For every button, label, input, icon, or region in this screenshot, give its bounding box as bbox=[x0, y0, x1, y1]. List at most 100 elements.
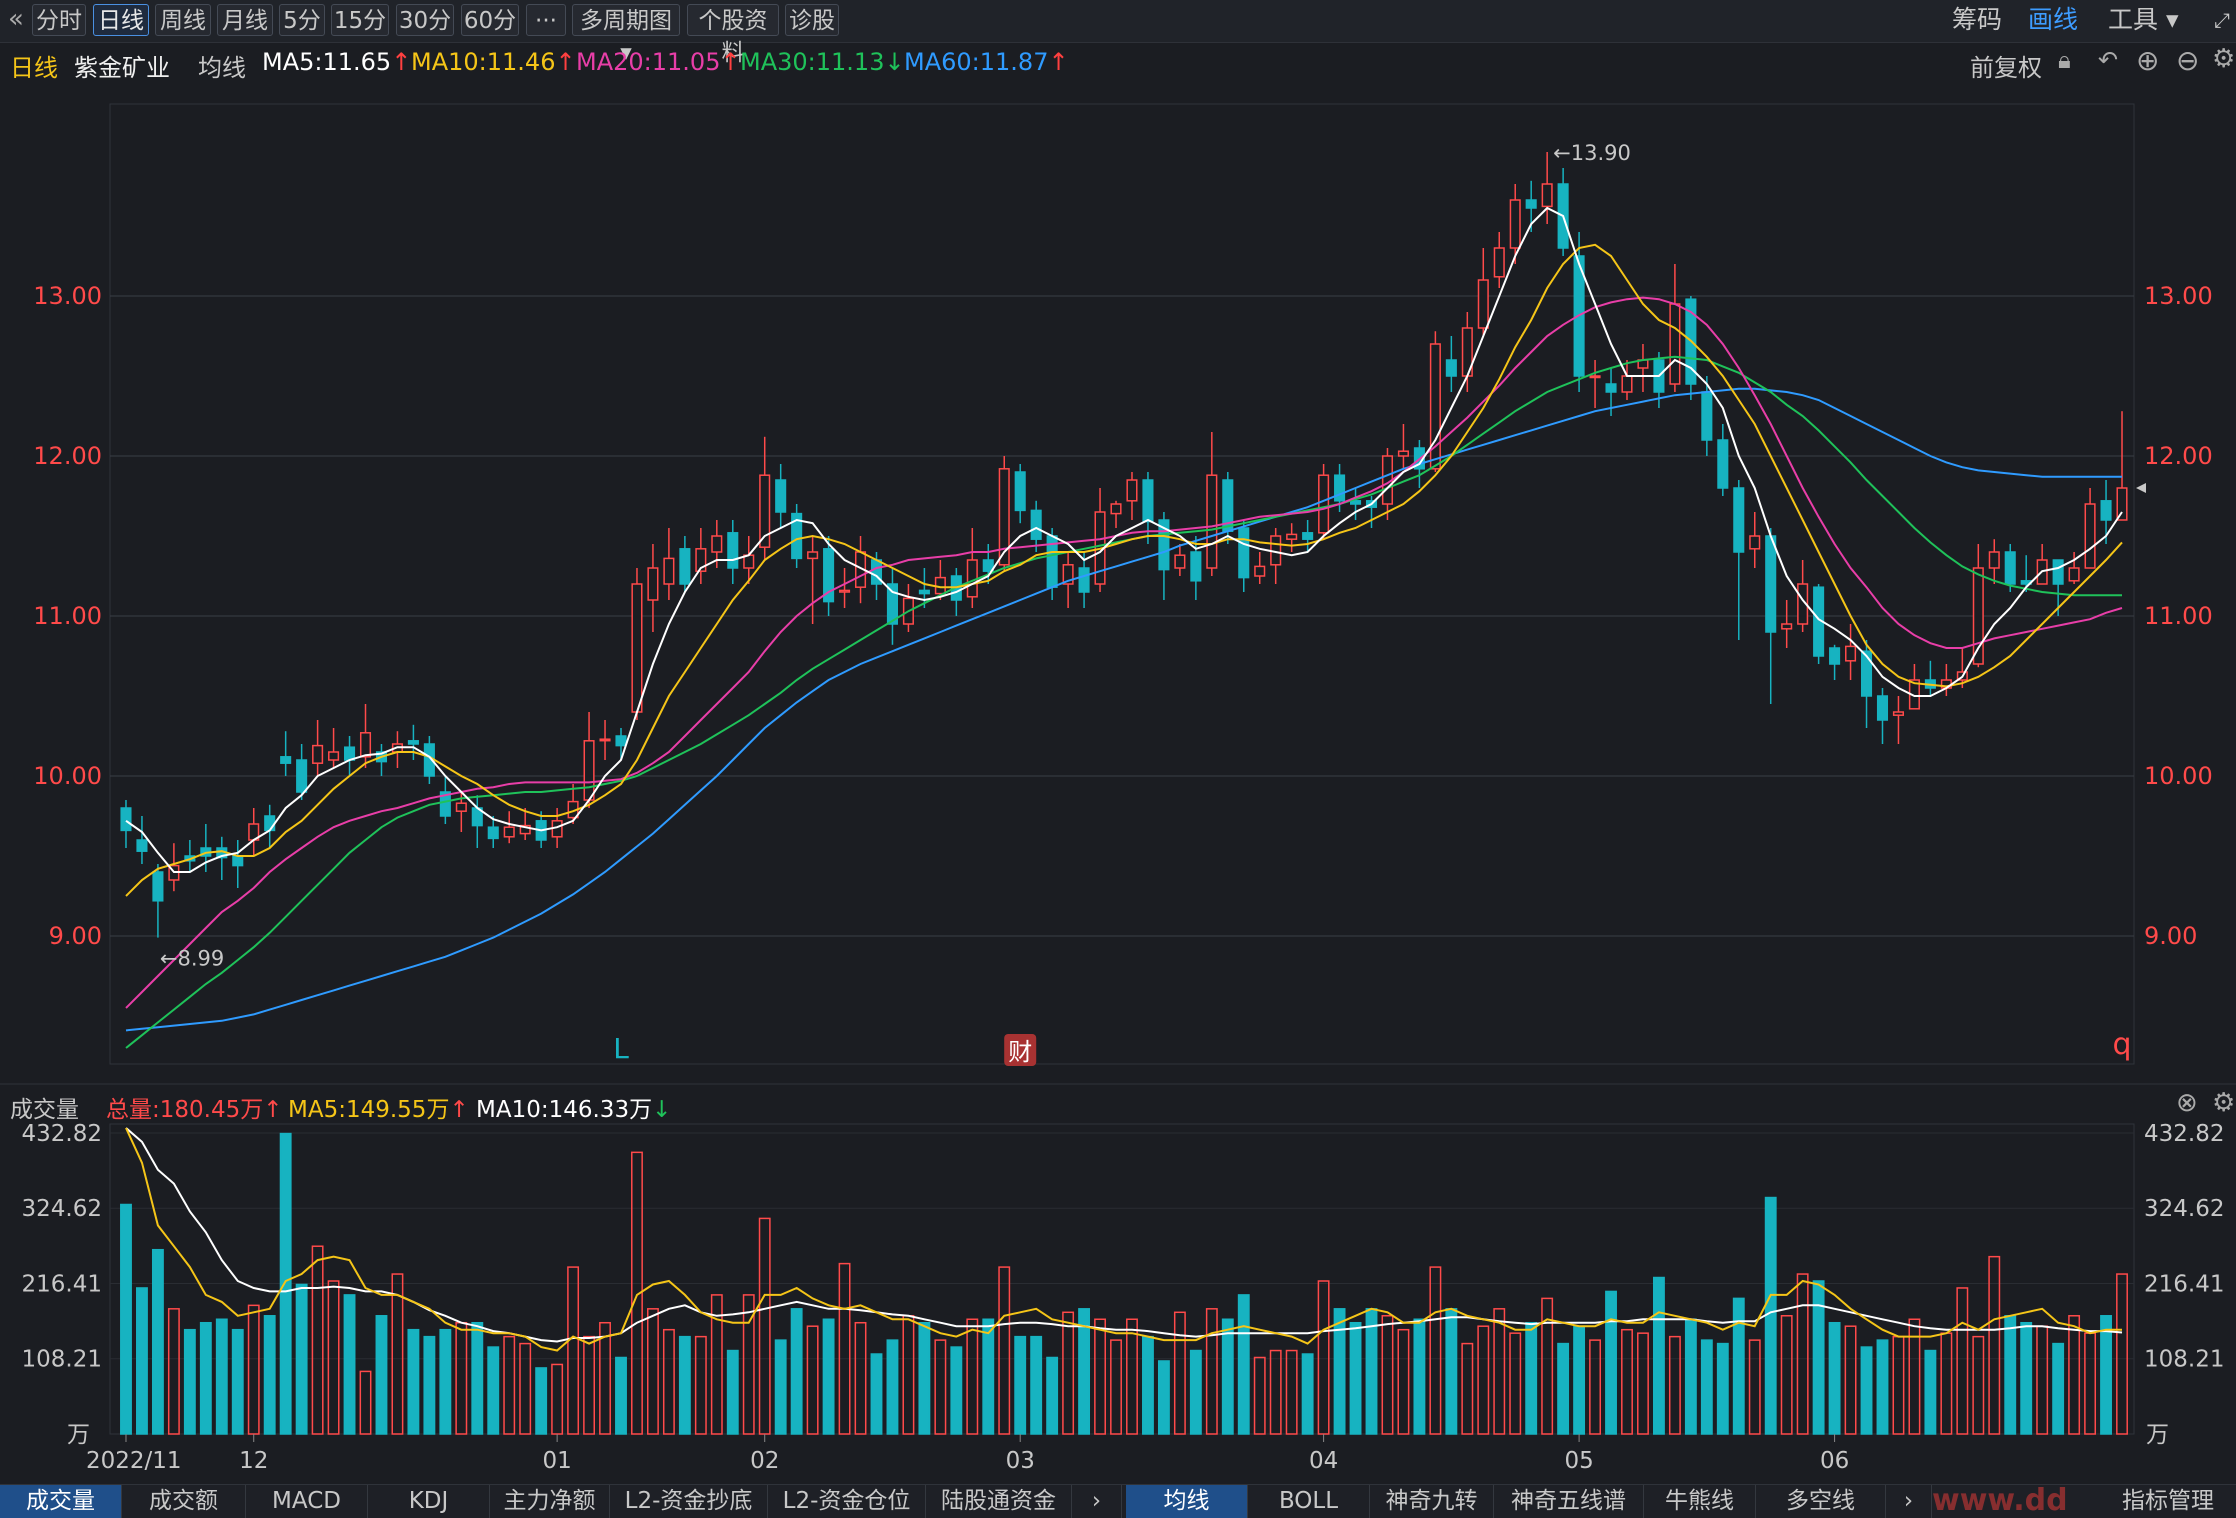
candle-body bbox=[455, 802, 467, 812]
price-panel-frame bbox=[109, 103, 2135, 1065]
volume-bar bbox=[1509, 1332, 1522, 1435]
settings-icon[interactable]: ⚙ bbox=[2212, 44, 2236, 74]
event-marker-finance-bg bbox=[1004, 1034, 1037, 1066]
candle-body bbox=[1190, 551, 1202, 582]
candle-body bbox=[1845, 645, 1857, 662]
diagnose-button[interactable]: 诊股 bbox=[785, 4, 839, 36]
ma-label[interactable]: 均线 bbox=[198, 54, 246, 82]
volume-total-arrow: ↑ bbox=[263, 1097, 283, 1123]
tab-scroll-right-icon[interactable]: › bbox=[1072, 1485, 1122, 1518]
volume-bar bbox=[231, 1328, 244, 1435]
tab-northbound[interactable]: 陆股通资金 bbox=[926, 1485, 1072, 1518]
tab-ma[interactable]: 均线 bbox=[1126, 1485, 1248, 1518]
volume-bar bbox=[1573, 1325, 1586, 1435]
volume-tick-right: 108.21 bbox=[2144, 1347, 2224, 1373]
tab-boll[interactable]: BOLL bbox=[1248, 1485, 1370, 1518]
volume-bar bbox=[1780, 1315, 1793, 1435]
ma10-value: MA10:11.46↑ bbox=[411, 48, 576, 76]
tab-bull-bear[interactable]: 牛熊线 bbox=[1644, 1485, 1756, 1518]
volume-bar bbox=[1621, 1328, 1633, 1435]
volume-bar bbox=[710, 1294, 723, 1435]
ma10-arrow: ↑ bbox=[555, 48, 576, 76]
volume-bar bbox=[1253, 1356, 1266, 1435]
back-icon[interactable]: « bbox=[8, 4, 24, 34]
volume-bar bbox=[535, 1367, 548, 1435]
volume-bar bbox=[1924, 1349, 1937, 1435]
candle-body bbox=[1349, 500, 1362, 505]
tab-15min[interactable]: 15分 bbox=[331, 4, 389, 36]
volume-settings-icon[interactable]: ⚙ bbox=[2212, 1088, 2236, 1118]
candle-body bbox=[1797, 583, 1809, 625]
volume-bar bbox=[870, 1353, 883, 1435]
undo-icon[interactable]: ↶ bbox=[2098, 46, 2119, 74]
candle-body bbox=[1397, 450, 1409, 457]
high-marker: ←13.90 bbox=[1553, 141, 1631, 165]
zoom-out-icon[interactable]: ⊖ bbox=[2176, 44, 2200, 77]
volume-bar bbox=[934, 1339, 947, 1435]
tab-5min[interactable]: 5分 bbox=[279, 4, 325, 36]
tab-macd[interactable]: MACD bbox=[246, 1485, 368, 1518]
tab-main-net[interactable]: 主力净额 bbox=[490, 1485, 610, 1518]
candle-body bbox=[807, 551, 819, 560]
stock-info-button[interactable]: 个股资料 bbox=[687, 4, 779, 66]
tab-scroll-right-icon-2[interactable]: › bbox=[1886, 1485, 1932, 1518]
volume-bar bbox=[902, 1315, 915, 1435]
volume-tick-right: 432.82 bbox=[2144, 1121, 2224, 1147]
tab-magic-nine[interactable]: 神奇九转 bbox=[1370, 1485, 1494, 1518]
volume-bar bbox=[1189, 1349, 1202, 1435]
volume-total-text: 总量:180.45万 bbox=[106, 1097, 264, 1123]
tab-volume[interactable]: 成交量 bbox=[0, 1485, 122, 1518]
volume-bar bbox=[1110, 1339, 1122, 1435]
multi-period-dropdown[interactable]: 多周期图 ▾ bbox=[572, 4, 680, 66]
volume-bar bbox=[215, 1318, 228, 1435]
close-icon[interactable]: ⊗ bbox=[2176, 1088, 2198, 1118]
tab-daily[interactable]: 日线 bbox=[93, 4, 149, 36]
event-marker-finance: 财 bbox=[1008, 1038, 1032, 1066]
tab-long-short[interactable]: 多空线 bbox=[1756, 1485, 1886, 1518]
candle-body bbox=[1765, 535, 1777, 633]
candle-body bbox=[359, 732, 372, 758]
candle-body bbox=[631, 583, 643, 713]
more-icon[interactable]: ··· bbox=[526, 4, 566, 36]
event-marker-q: q bbox=[2112, 1027, 2131, 1062]
tools-dropdown[interactable]: 工具 ▾ bbox=[2108, 5, 2179, 34]
ma30-value: MA30:11.13↓ bbox=[740, 48, 905, 76]
volume-bar bbox=[519, 1342, 532, 1435]
volume-bar bbox=[1094, 1318, 1106, 1435]
zoom-in-icon[interactable]: ⊕ bbox=[2136, 44, 2160, 77]
kline-chart[interactable]: 13.00 13.00 12.00 12.00 11.00 11.00 10.00 10.00… bbox=[0, 0, 2236, 1484]
candle-body bbox=[1749, 535, 1761, 550]
tab-l2-bottom[interactable]: L2-资金抄底 bbox=[610, 1485, 768, 1518]
volume-bar bbox=[1541, 1297, 1554, 1435]
tab-30min[interactable]: 30分 bbox=[396, 4, 454, 36]
volume-tick-right: 324.62 bbox=[2144, 1196, 2224, 1222]
fullscreen-icon[interactable]: ⤢ bbox=[2214, 8, 2230, 32]
tab-weekly[interactable]: 周线 bbox=[155, 4, 211, 36]
volume-bar bbox=[167, 1308, 180, 1435]
volume-bar bbox=[1525, 1321, 1538, 1435]
volume-bar bbox=[1493, 1308, 1506, 1435]
draw-line-button[interactable]: 画线 bbox=[2028, 5, 2079, 34]
adjust-dropdown[interactable]: 前复权 bbox=[1970, 54, 2042, 82]
tab-kdj[interactable]: KDJ bbox=[368, 1485, 490, 1518]
chip-distribution-button[interactable]: 筹码 bbox=[1952, 5, 2003, 34]
candle-body bbox=[1445, 359, 1457, 377]
tab-magic-five[interactable]: 神奇五线谱 bbox=[1494, 1485, 1644, 1518]
candle-body bbox=[1493, 247, 1505, 278]
indicator-manage-button[interactable]: 指标管理 bbox=[2122, 1488, 2214, 1514]
tab-turnover[interactable]: 成交额 bbox=[122, 1485, 246, 1518]
volume-label[interactable]: 成交量 bbox=[10, 1097, 79, 1123]
tab-monthly[interactable]: 月线 bbox=[217, 4, 273, 36]
stock-name[interactable]: 紫金矿业 bbox=[74, 54, 170, 82]
volume-bar bbox=[1237, 1294, 1250, 1435]
volume-ma10-arrow: ↓ bbox=[652, 1097, 672, 1123]
tab-l2-position[interactable]: L2-资金仓位 bbox=[768, 1485, 926, 1518]
volume-bar bbox=[1142, 1335, 1154, 1435]
tab-fenshi[interactable]: 分时 bbox=[32, 4, 86, 36]
volume-bar bbox=[183, 1328, 196, 1435]
ma60-line bbox=[125, 387, 2122, 1032]
lock-icon[interactable]: 🔒︎ bbox=[2058, 46, 2071, 74]
candle-body bbox=[1669, 303, 1681, 385]
tab-60min[interactable]: 60分 bbox=[461, 4, 519, 36]
volume-bar bbox=[151, 1248, 164, 1435]
